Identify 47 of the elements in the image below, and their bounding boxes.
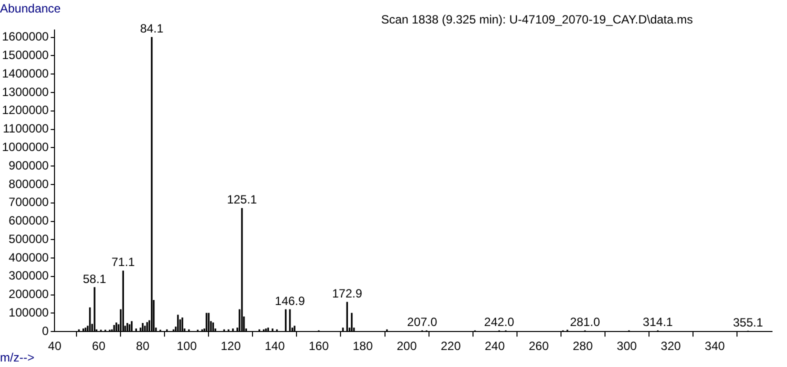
y-tick-label: 100000 bbox=[8, 306, 50, 320]
y-axis-title: Abundance bbox=[0, 1, 62, 16]
x-tick-label: 200 bbox=[396, 339, 418, 354]
y-tick-label: 1600000 bbox=[2, 30, 50, 44]
y-tick-label: 1100000 bbox=[2, 122, 50, 136]
annotation: 314.1 bbox=[642, 314, 674, 329]
annotation: 207.0 bbox=[407, 314, 438, 329]
y-tick-label: 0 bbox=[42, 324, 50, 338]
y-tick-label: 800000 bbox=[8, 176, 50, 191]
y-tick-label: 300000 bbox=[8, 268, 50, 283]
x-tick-label: 80 bbox=[136, 339, 150, 354]
x-tick-label: 140 bbox=[264, 339, 286, 354]
x-tick-label: 60 bbox=[92, 339, 106, 354]
annotation: 355.1 bbox=[733, 315, 764, 330]
y-tick-label: 500000 bbox=[8, 232, 50, 246]
x-axis-title: m/z--> bbox=[0, 350, 34, 364]
annotation: 242.0 bbox=[484, 314, 515, 329]
y-tick-label: 200000 bbox=[8, 287, 50, 302]
x-tick-label: 220 bbox=[440, 339, 462, 354]
y-tick-label: 600000 bbox=[8, 214, 50, 228]
annotation: 58.1 bbox=[82, 272, 107, 286]
y-tick-label: 700000 bbox=[8, 195, 50, 210]
y-tick-label: 1200000 bbox=[2, 103, 50, 118]
x-tick-label: 160 bbox=[308, 339, 330, 354]
x-tick-label: 240 bbox=[484, 339, 506, 354]
x-tick-label: 180 bbox=[352, 339, 374, 354]
x-tick-label: 120 bbox=[220, 339, 242, 354]
y-tick-label: 900000 bbox=[8, 158, 50, 172]
x-tick-label: 340 bbox=[704, 339, 726, 354]
y-tick-label: 1400000 bbox=[2, 66, 50, 80]
annotation: 84.1 bbox=[140, 22, 164, 36]
annotation: 281.0 bbox=[570, 314, 600, 329]
annotation: 146.9 bbox=[274, 294, 306, 308]
annotation: 125.1 bbox=[226, 192, 258, 207]
x-tick-label: 300 bbox=[616, 339, 638, 354]
x-tick-label: 320 bbox=[660, 339, 682, 354]
x-tick-label: 40 bbox=[48, 339, 62, 354]
x-tick-label: 260 bbox=[528, 339, 550, 354]
y-tick-label: 1000000 bbox=[2, 140, 50, 154]
y-tick-label: 1300000 bbox=[2, 84, 50, 99]
annotation: 71.1 bbox=[111, 255, 136, 270]
annotation: 172.9 bbox=[332, 286, 362, 300]
chart-title: Scan 1838 (9.325 min): U-47109_2070-19_CAY.D\data.ms bbox=[381, 12, 693, 26]
y-tick-label: 1500000 bbox=[2, 48, 50, 62]
x-tick-label: 280 bbox=[572, 339, 594, 354]
y-tick-label: 400000 bbox=[8, 250, 50, 264]
x-tick-label: 100 bbox=[176, 339, 198, 354]
